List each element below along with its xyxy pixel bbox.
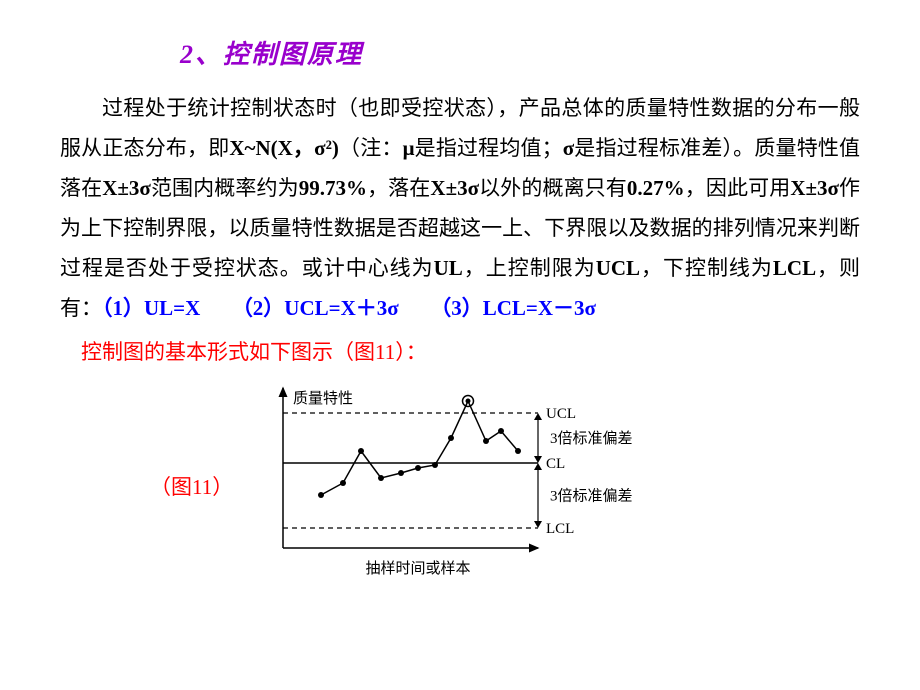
t: X~N(X，σ²) xyxy=(229,136,338,160)
t: ，落在 xyxy=(367,176,430,200)
sp xyxy=(200,296,242,320)
t: 0.27% xyxy=(627,176,685,200)
figure-row: （图11） 质量特性 UCL CL LCL 3倍标准偏差 3倍标准偏差抽样时间或样本 xyxy=(60,383,860,593)
t: ，因此可用 xyxy=(685,176,791,200)
t: σ xyxy=(563,136,574,160)
svg-text:3倍标准偏差: 3倍标准偏差 xyxy=(550,430,633,447)
t: X±3σ xyxy=(102,176,151,200)
t: LCL xyxy=(773,256,816,280)
svg-text:3倍标准偏差: 3倍标准偏差 xyxy=(550,487,633,504)
svg-text:质量特性: 质量特性 xyxy=(293,390,353,407)
section-title: 2、控制图原理 xyxy=(180,30,860,79)
t: 以外的概离只有 xyxy=(479,176,627,200)
eq3: （3）LCL=X－3σ xyxy=(441,296,596,320)
t: ，上控制限为 xyxy=(463,256,596,280)
t: ，下控制线为 xyxy=(640,256,773,280)
svg-text:LCL: LCL xyxy=(546,521,574,537)
figure-caption: 控制图的基本形式如下图示（图11）： xyxy=(60,333,860,373)
t: UL xyxy=(434,256,463,280)
eq1: （1）UL=X xyxy=(102,296,200,320)
t: （注： xyxy=(339,136,403,160)
t: X±3σ xyxy=(790,176,839,200)
t: 99.73% xyxy=(299,176,367,200)
t: 是指过程均值； xyxy=(414,136,562,160)
svg-text:CL: CL xyxy=(546,456,565,472)
sp xyxy=(399,296,441,320)
t: UCL xyxy=(596,256,640,280)
eq2: （2）UCL=X＋3σ xyxy=(242,296,398,320)
figure-label: （图11） xyxy=(150,468,233,508)
svg-text:UCL: UCL xyxy=(546,406,576,422)
svg-text:抽样时间或样本: 抽样时间或样本 xyxy=(366,560,471,577)
t: μ xyxy=(403,136,415,160)
t: X±3σ xyxy=(430,176,479,200)
control-chart: 质量特性 UCL CL LCL 3倍标准偏差 3倍标准偏差抽样时间或样本 xyxy=(258,383,658,593)
body-paragraph: 过程处于统计控制状态时（也即受控状态），产品总体的质量特性数据的分布一般服从正态… xyxy=(60,89,860,328)
t: 范围内概率约为 xyxy=(151,176,299,200)
